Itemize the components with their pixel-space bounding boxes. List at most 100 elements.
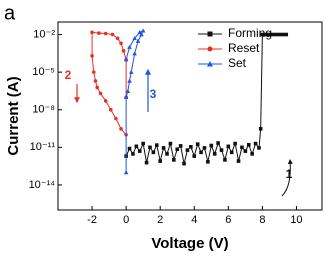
marker xyxy=(207,31,213,37)
marker xyxy=(114,116,118,121)
marker xyxy=(207,46,213,52)
y-tick-label: 10⁻² xyxy=(33,28,55,40)
marker xyxy=(132,51,137,56)
marker xyxy=(90,54,94,58)
marker xyxy=(134,144,139,149)
marker xyxy=(202,146,207,150)
marker xyxy=(127,146,132,151)
marker xyxy=(172,158,176,162)
marker xyxy=(140,28,146,33)
plot-frame xyxy=(57,21,323,211)
marker xyxy=(250,152,254,156)
marker xyxy=(209,143,214,148)
panel-label: a xyxy=(4,2,16,24)
marker xyxy=(260,32,265,37)
marker xyxy=(243,149,248,153)
marker xyxy=(141,141,145,146)
legend-label: Forming xyxy=(228,26,272,40)
marker xyxy=(219,148,224,152)
marker xyxy=(139,32,144,37)
marker xyxy=(103,31,108,36)
marker xyxy=(216,141,220,145)
x-axis-label: Voltage (V) xyxy=(151,235,228,252)
marker xyxy=(274,32,278,37)
marker xyxy=(127,44,132,49)
marker xyxy=(277,32,282,37)
marker xyxy=(109,107,113,112)
marker xyxy=(127,78,132,83)
marker xyxy=(223,158,227,162)
marker xyxy=(175,147,180,152)
marker xyxy=(151,150,156,155)
marker xyxy=(253,141,258,146)
marker xyxy=(182,161,186,166)
marker xyxy=(137,30,143,35)
marker xyxy=(93,79,98,83)
y-axis-label: Current (A) xyxy=(5,76,22,155)
marker xyxy=(154,143,159,147)
x-tick-label: -2 xyxy=(87,214,97,226)
marker xyxy=(189,145,193,149)
marker xyxy=(121,49,126,53)
marker xyxy=(229,150,234,155)
y-tick-label: 10⁻⁸ xyxy=(32,104,55,116)
marker xyxy=(226,144,231,149)
marker xyxy=(115,36,120,41)
annotation: 2 xyxy=(65,68,72,82)
y-tick-label: 10⁻¹⁴ xyxy=(29,179,56,191)
marker xyxy=(161,146,166,150)
marker xyxy=(178,144,183,148)
legend-label: Reset xyxy=(228,41,260,55)
marker xyxy=(95,85,99,90)
marker xyxy=(165,152,169,156)
marker xyxy=(125,88,131,94)
marker xyxy=(168,141,173,146)
series-line xyxy=(91,31,127,136)
marker xyxy=(91,70,96,74)
marker xyxy=(192,154,197,158)
x-tick-label: 10 xyxy=(290,214,302,226)
marker xyxy=(123,170,129,175)
legend-label: Set xyxy=(228,56,247,70)
annotation: 3 xyxy=(150,87,157,101)
marker xyxy=(267,32,271,37)
marker xyxy=(148,145,152,150)
marker xyxy=(97,31,101,35)
marker xyxy=(185,148,190,152)
arrow xyxy=(281,159,293,197)
marker xyxy=(233,141,237,146)
x-tick-label: 8 xyxy=(259,214,265,226)
marker xyxy=(206,160,210,164)
marker xyxy=(199,150,203,155)
marker xyxy=(281,32,285,37)
x-tick-label: 4 xyxy=(191,214,197,226)
marker xyxy=(135,38,141,43)
x-tick-label: 2 xyxy=(157,214,163,226)
marker xyxy=(258,127,263,131)
marker xyxy=(123,94,129,99)
marker xyxy=(119,41,123,46)
marker xyxy=(137,149,142,153)
marker xyxy=(110,32,115,37)
x-tick-label: 0 xyxy=(123,214,129,226)
marker xyxy=(207,61,213,67)
marker xyxy=(284,32,289,37)
x-tick-label: 6 xyxy=(225,214,231,226)
marker xyxy=(103,99,108,103)
marker xyxy=(240,145,244,150)
marker xyxy=(90,30,94,35)
marker xyxy=(119,127,123,131)
marker xyxy=(236,159,241,163)
marker xyxy=(144,160,149,165)
y-tick-label: 10⁻⁵ xyxy=(32,66,55,78)
annotation: 1 xyxy=(286,167,293,181)
y-tick-label: 10⁻¹¹ xyxy=(30,141,56,153)
marker xyxy=(132,36,137,41)
marker xyxy=(131,152,135,156)
marker xyxy=(128,69,134,74)
marker xyxy=(270,32,275,37)
marker xyxy=(246,142,251,147)
marker xyxy=(123,57,129,62)
marker xyxy=(257,146,261,150)
